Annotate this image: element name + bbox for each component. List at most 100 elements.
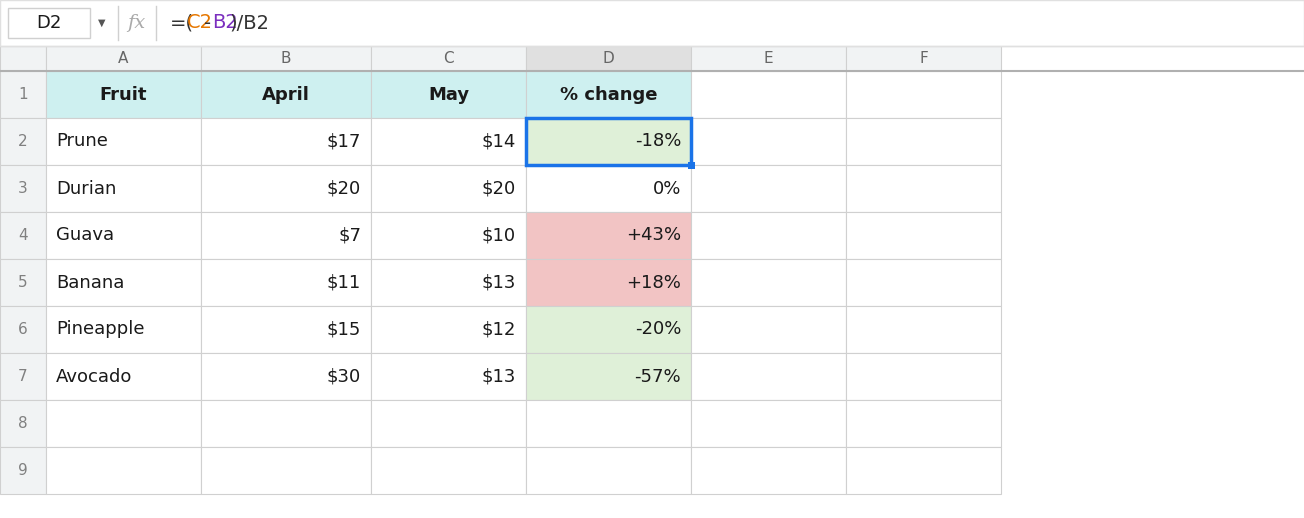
Text: )/B2: )/B2 [230, 13, 270, 33]
Text: 3: 3 [18, 181, 27, 196]
Text: +18%: +18% [626, 274, 681, 292]
Bar [846, 71, 1001, 118]
Bar [46, 118, 201, 165]
Text: $7: $7 [338, 226, 361, 244]
Bar [0, 212, 46, 259]
Bar [687, 162, 695, 168]
Text: +43%: +43% [626, 226, 681, 244]
Text: B2: B2 [213, 13, 239, 33]
Text: 6: 6 [18, 322, 27, 337]
Bar [201, 71, 372, 118]
Bar [691, 212, 846, 259]
Bar [846, 165, 1001, 212]
Text: Prune: Prune [56, 133, 108, 151]
Text: -: - [203, 13, 211, 33]
Bar [372, 400, 526, 447]
Bar [372, 447, 526, 494]
Bar [526, 118, 691, 165]
Bar [691, 46, 846, 71]
Bar [691, 447, 846, 494]
Bar [372, 46, 526, 71]
Text: 4: 4 [18, 228, 27, 243]
Bar [0, 0, 1304, 46]
Text: $30: $30 [327, 367, 361, 385]
Bar [526, 165, 691, 212]
Text: Avocado: Avocado [56, 367, 133, 385]
Bar [372, 259, 526, 306]
Bar [0, 400, 46, 447]
Text: $20: $20 [327, 180, 361, 197]
Bar [691, 259, 846, 306]
Bar [201, 306, 372, 353]
Text: B: B [280, 51, 291, 66]
Text: A: A [119, 51, 129, 66]
Text: 7: 7 [18, 369, 27, 384]
Bar [8, 8, 90, 38]
Text: Pineapple: Pineapple [56, 321, 145, 338]
Bar [691, 306, 846, 353]
Bar [201, 447, 372, 494]
Bar [0, 165, 46, 212]
Bar [846, 46, 1001, 71]
Bar [46, 353, 201, 400]
Text: $10: $10 [482, 226, 516, 244]
Bar [372, 306, 526, 353]
Bar [201, 118, 372, 165]
Text: 8: 8 [18, 416, 27, 431]
Bar [846, 353, 1001, 400]
Bar [46, 447, 201, 494]
Text: 5: 5 [18, 275, 27, 290]
Text: % change: % change [559, 85, 657, 104]
Bar [846, 400, 1001, 447]
Bar [526, 71, 691, 118]
Text: 9: 9 [18, 463, 27, 478]
Text: April: April [262, 85, 310, 104]
Bar [846, 118, 1001, 165]
Bar [372, 353, 526, 400]
Bar [526, 447, 691, 494]
Bar [46, 259, 201, 306]
Bar [372, 165, 526, 212]
Bar [46, 165, 201, 212]
Bar [201, 165, 372, 212]
Bar [691, 118, 846, 165]
Text: -18%: -18% [635, 133, 681, 151]
Text: D2: D2 [37, 14, 61, 32]
Text: May: May [428, 85, 469, 104]
Text: Guava: Guava [56, 226, 115, 244]
Bar [526, 212, 691, 259]
Bar [0, 447, 46, 494]
Bar [0, 118, 46, 165]
Bar [691, 71, 846, 118]
Bar [846, 306, 1001, 353]
Text: 1: 1 [18, 87, 27, 102]
Text: Durian: Durian [56, 180, 116, 197]
Bar [691, 165, 846, 212]
Text: $11: $11 [327, 274, 361, 292]
Bar [201, 46, 372, 71]
Bar [0, 353, 46, 400]
Bar [201, 353, 372, 400]
Bar [526, 118, 691, 165]
Bar [46, 306, 201, 353]
Bar [201, 212, 372, 259]
Text: =(: =( [170, 13, 194, 33]
Text: ▼: ▼ [98, 18, 106, 28]
Text: Fruit: Fruit [99, 85, 147, 104]
Text: $20: $20 [481, 180, 516, 197]
Text: E: E [764, 51, 773, 66]
Text: $17: $17 [326, 133, 361, 151]
Text: fx: fx [126, 14, 145, 32]
Bar [526, 400, 691, 447]
Bar [46, 46, 201, 71]
Bar [372, 71, 526, 118]
Text: C2: C2 [186, 13, 213, 33]
Bar [372, 118, 526, 165]
Bar [201, 259, 372, 306]
Bar [372, 212, 526, 259]
Bar [691, 400, 846, 447]
Bar [526, 306, 691, 353]
Bar [691, 353, 846, 400]
Bar [46, 71, 201, 118]
Bar [526, 46, 691, 71]
